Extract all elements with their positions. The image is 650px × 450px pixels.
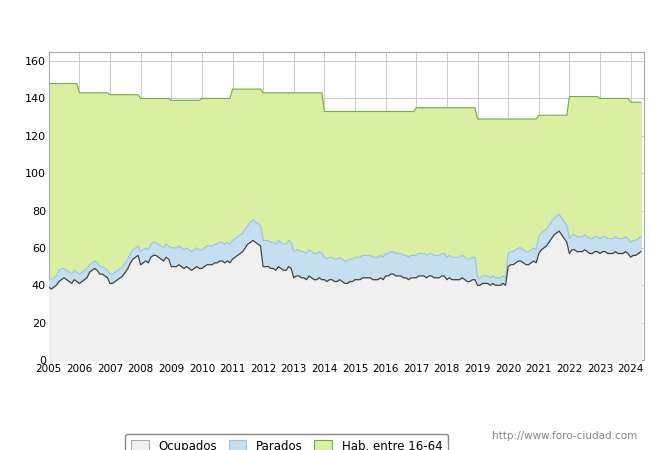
Legend: Ocupados, Parados, Hab. entre 16-64: Ocupados, Parados, Hab. entre 16-64: [125, 434, 448, 450]
Text: Escurial de la Sierra - Evolucion de la poblacion en edad de Trabajar Mayo de 20: Escurial de la Sierra - Evolucion de la …: [65, 12, 585, 25]
Text: http://www.foro-ciudad.com: http://www.foro-ciudad.com: [492, 431, 637, 441]
